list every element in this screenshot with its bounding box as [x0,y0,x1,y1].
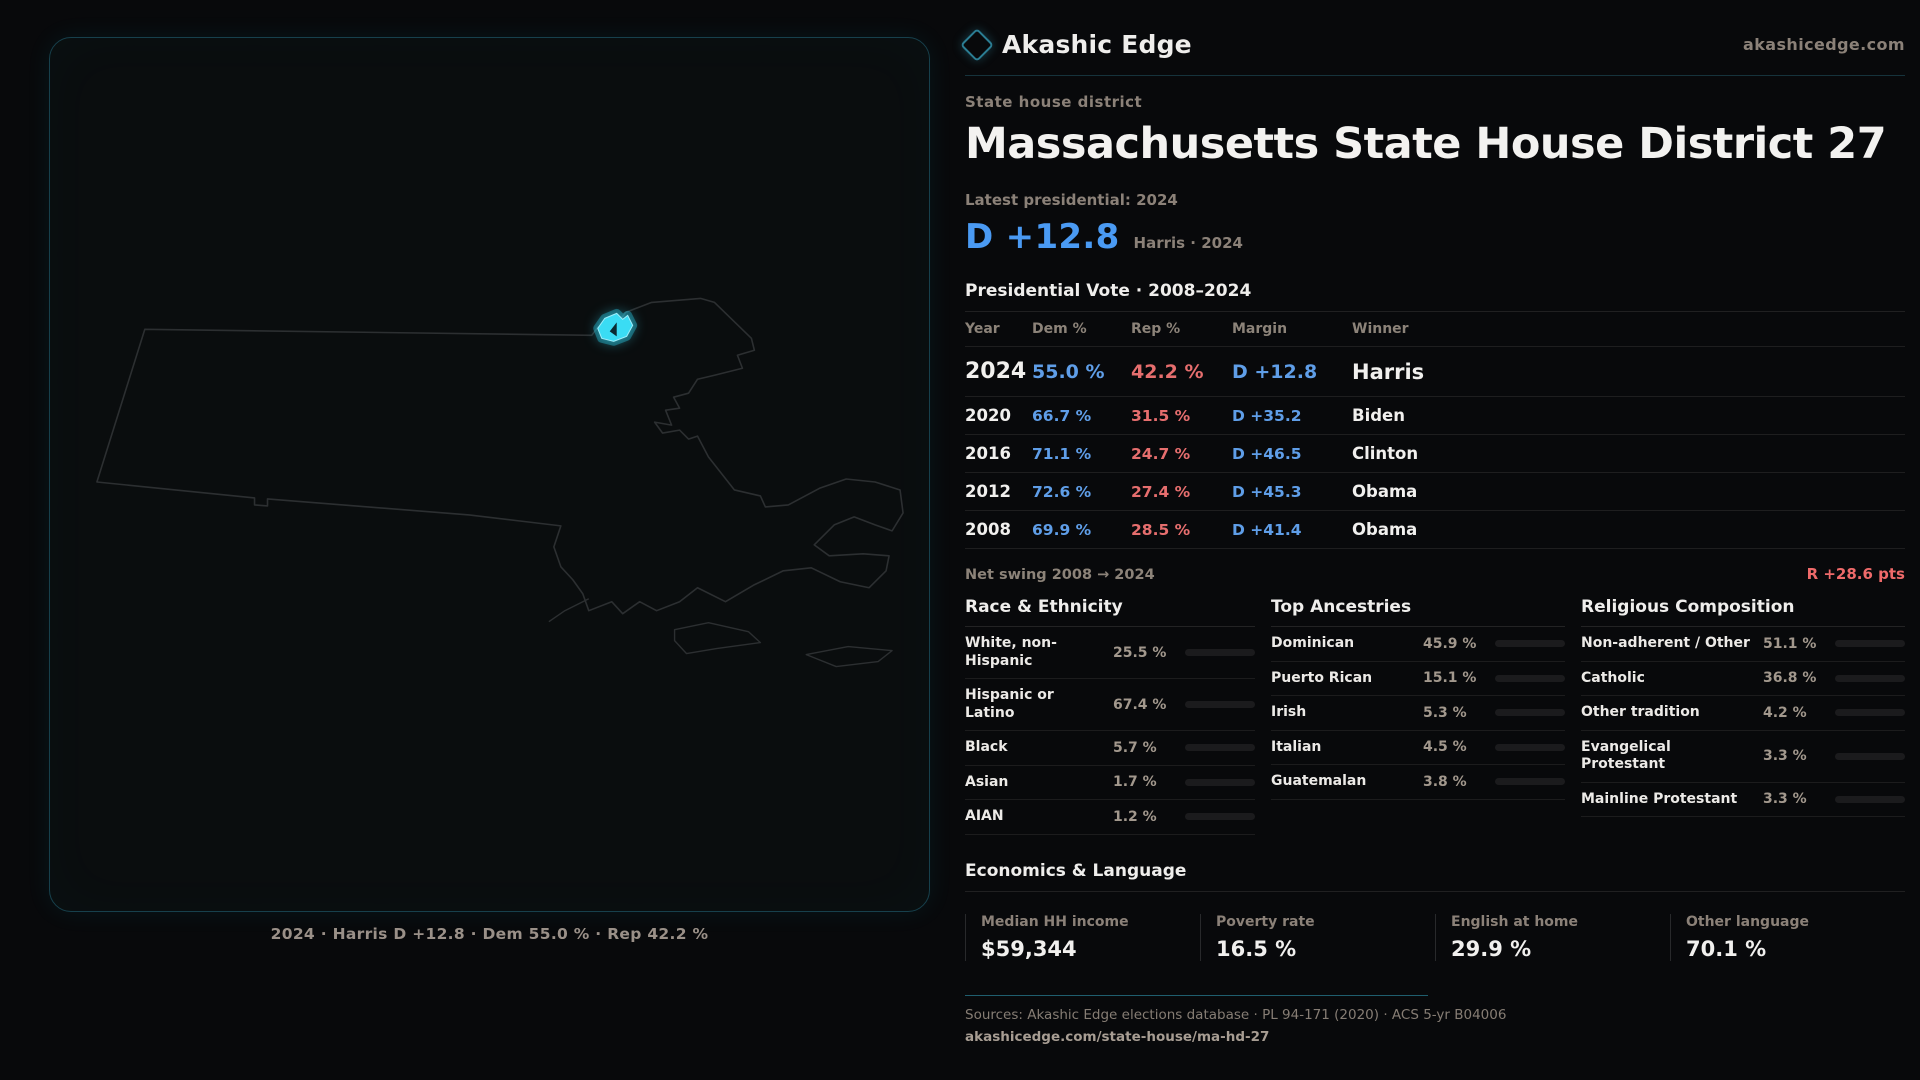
demo-row: Catholic 36.8 % [1581,662,1905,696]
bar-track [1185,744,1255,752]
race-column: Race & Ethnicity White, non-Hispanic 25.… [965,597,1255,835]
latest-margin-row: D +12.8 Harris · 2024 [965,217,1905,257]
demo-row: Puerto Rican 15.1 % [1271,662,1565,696]
economics-title: Economics & Language [965,861,1905,892]
bar-track [1185,649,1255,656]
table-row: 2024 55.0 % 42.2 % D +12.8 Harris [965,347,1905,397]
demo-row: Other tradition 4.2 % [1581,696,1905,731]
sources-text: Sources: Akashic Edge elections database… [965,1006,1507,1023]
col-dem: Dem % [1032,321,1087,337]
net-swing-label: Net swing 2008 → 2024 [965,567,1155,583]
table-row: 2008 69.9 % 28.5 % D +41.4 Obama [965,511,1905,549]
stat-english-at-home: English at home 29.9 % [1435,913,1670,961]
stat-other-language: Other language 70.1 % [1670,913,1905,961]
bar-track [1495,640,1565,648]
demo-row: Black 5.7 % [965,731,1255,766]
bar-track [1835,640,1905,648]
brand-name: Akashic Edge [1002,30,1192,59]
demo-row: Evangelical Protestant 3.3 % [1581,731,1905,783]
brand-diamond-icon [960,27,994,62]
marthas-vineyard [673,621,762,655]
bar-track [1835,752,1905,760]
bar-track [1185,701,1255,708]
table-row: 2020 66.7 % 31.5 % D +35.2 Biden [965,397,1905,435]
footer: Sources: Akashic Edge elections database… [965,994,1905,1045]
bar-track [1185,778,1255,786]
bar-track [1835,674,1905,682]
demo-row: Irish 5.3 % [1271,696,1565,731]
table-row: 2016 71.1 % 24.7 % D +46.5 Clinton [965,435,1905,473]
bar-track [1495,709,1565,717]
demo-row: White, non-Hispanic 25.5 % [965,627,1255,679]
site-link[interactable]: akashicedge.com [1743,35,1905,54]
latest-label: Latest presidential: 2024 [965,191,1178,209]
nantucket [805,645,893,668]
detail-panel: Akashic Edge akashicedge.com State house… [960,27,1905,1045]
col-winner: Winner [1352,321,1409,337]
state-outline [96,297,904,615]
latest-margin-value: D +12.8 [965,217,1120,257]
latest-margin-sub: Harris · 2024 [1133,234,1243,252]
demo-row: Asian 1.7 % [965,766,1255,800]
vote-table: Year Dem % Rep % Margin Winner 2024 55.0… [965,312,1905,549]
demo-row: Guatemalan 3.8 % [1271,765,1565,800]
net-swing: Net swing 2008 → 2024 R +28.6 pts [965,565,1905,583]
brand: Akashic Edge [960,27,1192,62]
demo-row: Italian 4.5 % [1271,731,1565,765]
map-caption: 2024 · Harris D +12.8 · Dem 55.0 % · Rep… [270,925,709,943]
col-margin: Margin [1232,321,1288,337]
district-map-panel [49,37,930,912]
bar-track [1495,743,1565,751]
stat-poverty-rate: Poverty rate 16.5 % [1200,913,1435,961]
demo-row: Dominican 45.9 % [1271,627,1565,662]
ancestries-column: Top Ancestries Dominican 45.9 % Puerto R… [1271,597,1565,800]
race-title: Race & Ethnicity [965,597,1255,627]
demo-row: Mainline Protestant 3.3 % [1581,783,1905,817]
vote-table-title: Presidential Vote · 2008–2024 [965,281,1905,312]
demo-row: Hispanic or Latino 67.4 % [965,679,1255,731]
ancestries-title: Top Ancestries [1271,597,1565,627]
stat-median-income: Median HH income $59,344 [965,913,1200,961]
elizabeth-islands [548,598,590,623]
net-swing-value: R +28.6 pts [1806,565,1905,583]
bar-track [1835,709,1905,717]
permalink[interactable]: akashicedge.com/state-house/ma-hd-27 [965,1028,1270,1045]
bar-track [1835,795,1905,803]
page-title: Massachusetts State House District 27 [965,119,1887,169]
col-year: Year [965,321,1000,337]
massachusetts-map [96,297,904,668]
religion-title: Religious Composition [1581,597,1905,627]
demographics: Race & Ethnicity White, non-Hispanic 25.… [965,597,1905,835]
col-rep: Rep % [1131,321,1181,337]
table-row: 2012 72.6 % 27.4 % D +45.3 Obama [965,473,1905,511]
header: Akashic Edge akashicedge.com [960,27,1905,76]
vote-table-header: Year Dem % Rep % Margin Winner [965,312,1905,347]
demo-row: AIAN 1.2 % [965,800,1255,835]
demo-row: Non-adherent / Other 51.1 % [1581,627,1905,662]
religion-column: Religious Composition Non-adherent / Oth… [1581,597,1905,817]
kicker: State house district [965,93,1143,111]
footer-divider [965,994,1428,996]
bar-track [1495,778,1565,786]
bar-track [1185,813,1255,821]
economics-stats: Median HH income $59,344 Poverty rate 16… [965,913,1905,961]
bar-track [1495,674,1565,682]
district-27-notch [609,322,617,337]
